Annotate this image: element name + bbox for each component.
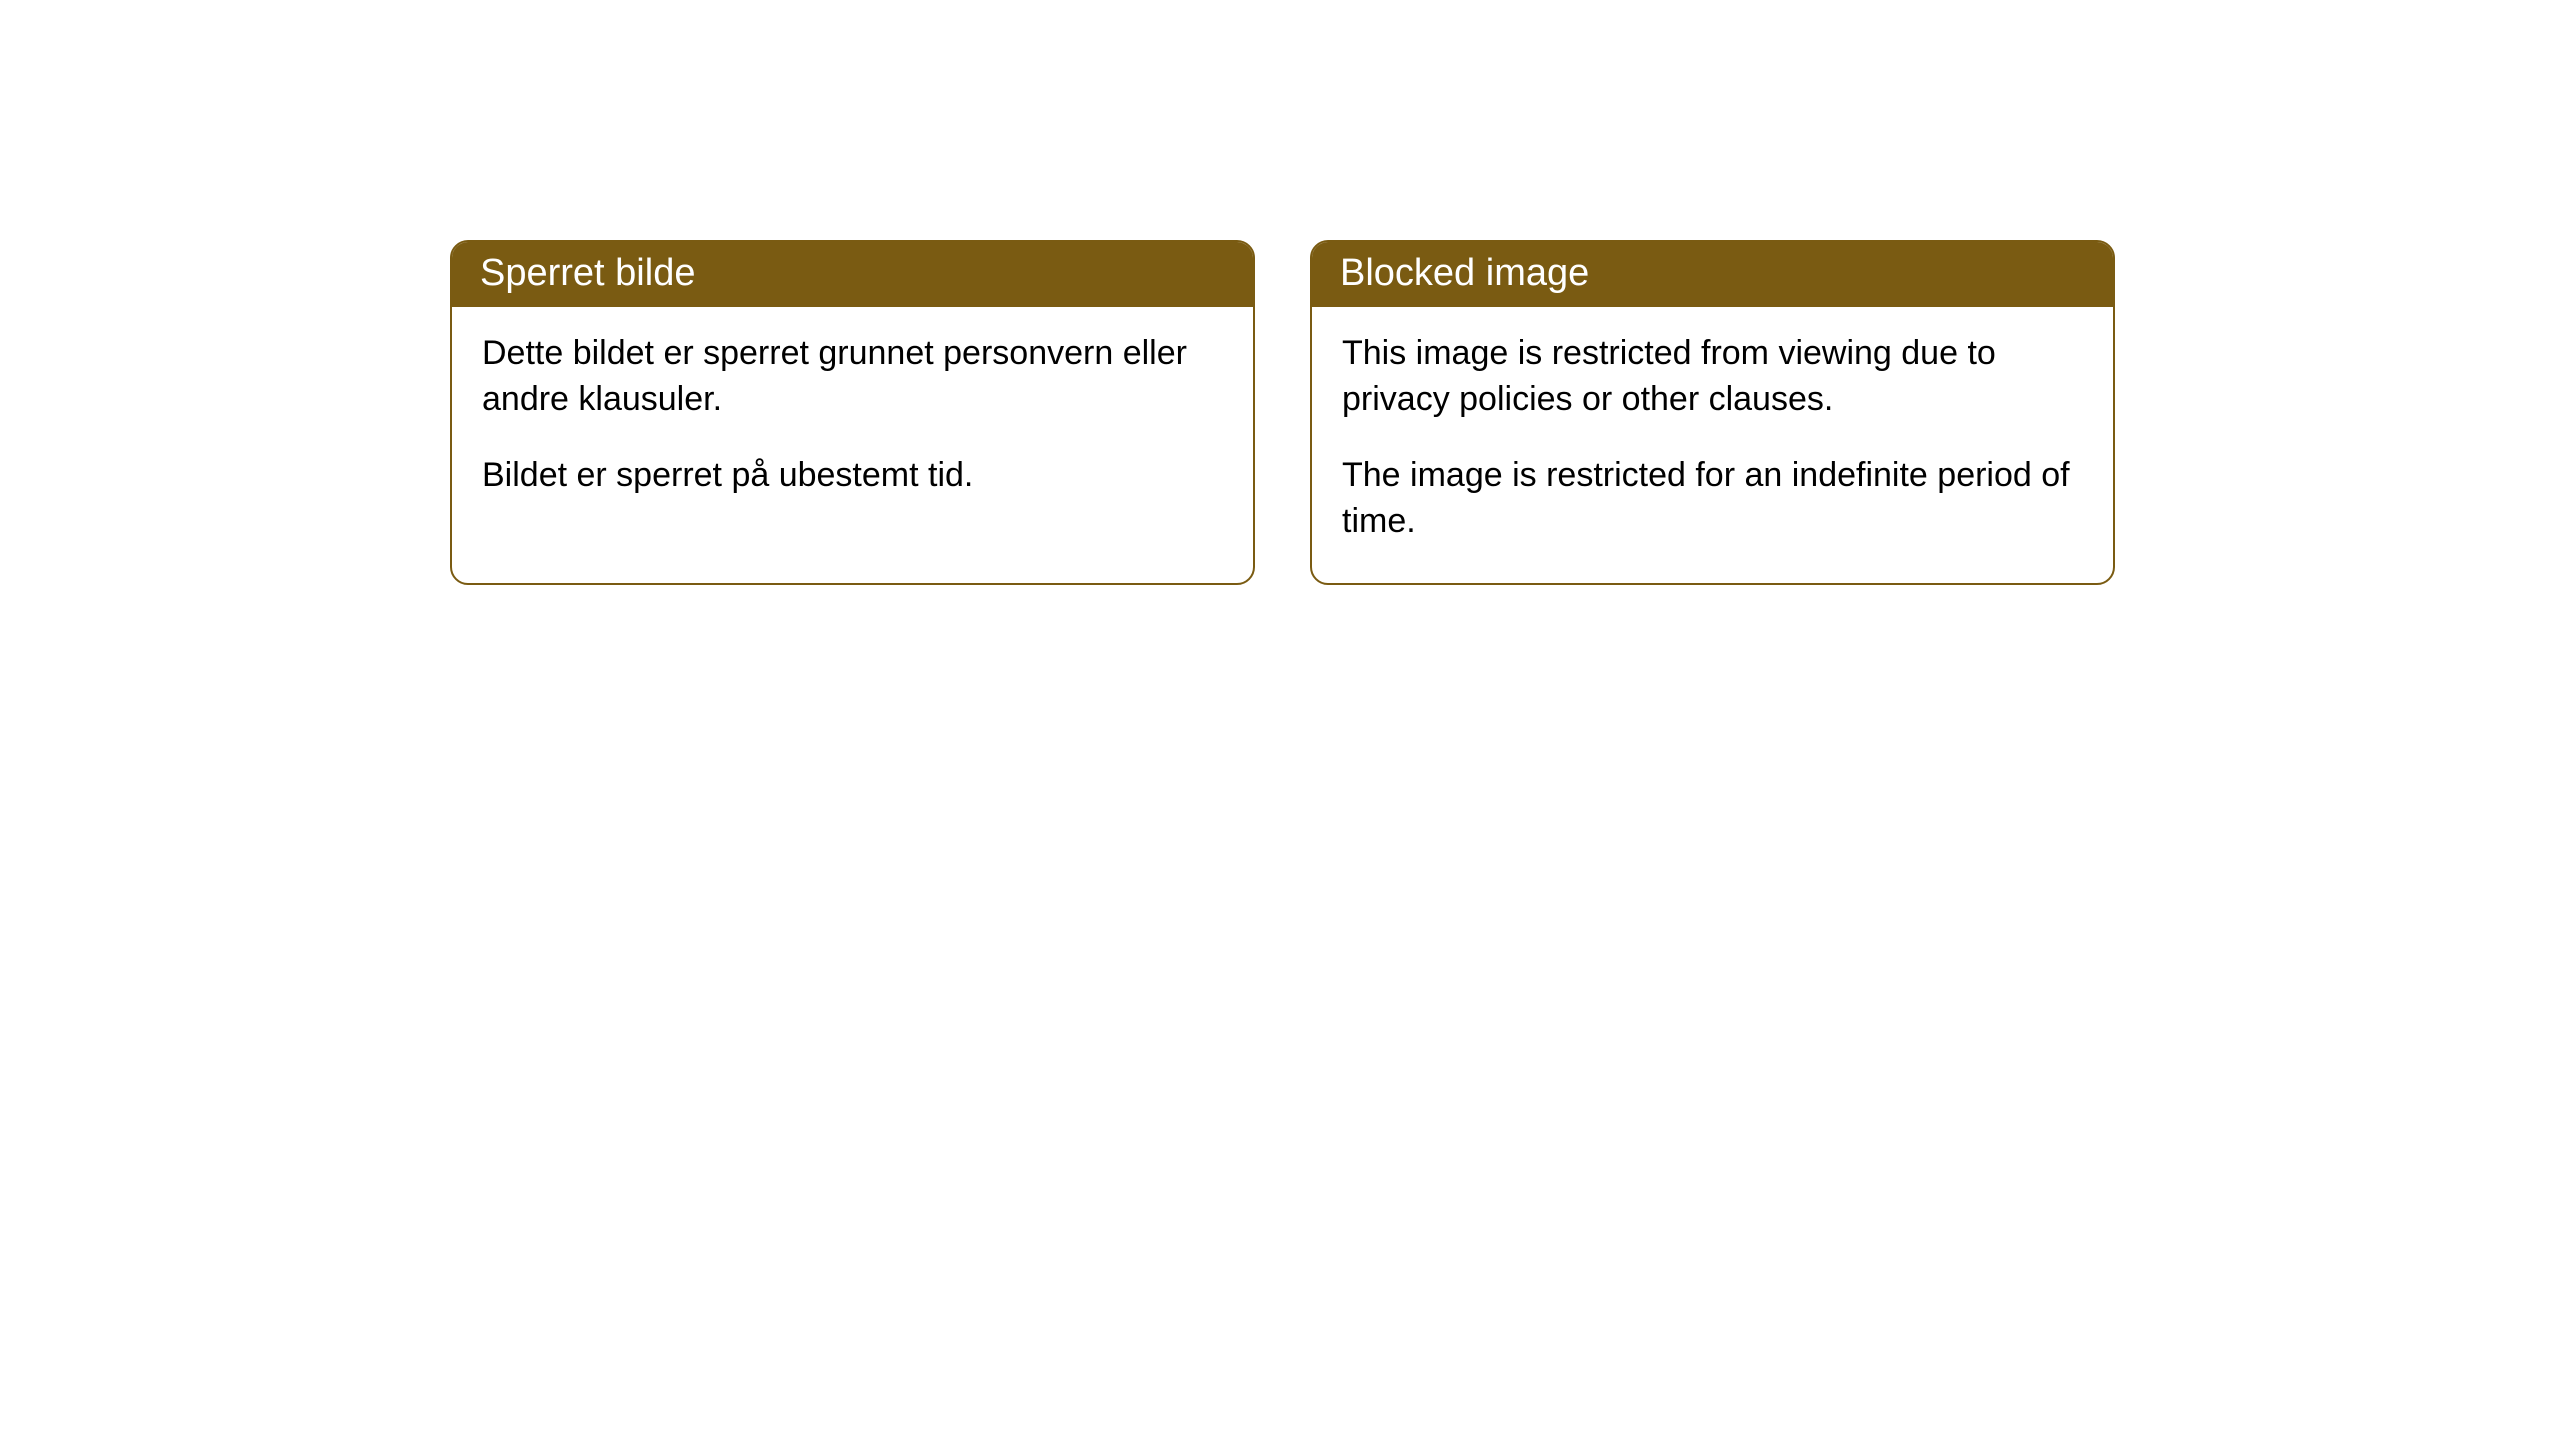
card-header-en: Blocked image: [1312, 242, 2113, 307]
blocked-image-card-no: Sperret bilde Dette bildet er sperret gr…: [450, 240, 1255, 585]
card-paragraph-1-no: Dette bildet er sperret grunnet personve…: [482, 331, 1223, 423]
card-body-no: Dette bildet er sperret grunnet personve…: [452, 307, 1253, 537]
card-paragraph-2-no: Bildet er sperret på ubestemt tid.: [482, 453, 1223, 499]
card-body-en: This image is restricted from viewing du…: [1312, 307, 2113, 583]
blocked-image-card-en: Blocked image This image is restricted f…: [1310, 240, 2115, 585]
cards-container: Sperret bilde Dette bildet er sperret gr…: [0, 0, 2560, 585]
card-paragraph-1-en: This image is restricted from viewing du…: [1342, 331, 2083, 423]
card-header-no: Sperret bilde: [452, 242, 1253, 307]
card-paragraph-2-en: The image is restricted for an indefinit…: [1342, 453, 2083, 545]
